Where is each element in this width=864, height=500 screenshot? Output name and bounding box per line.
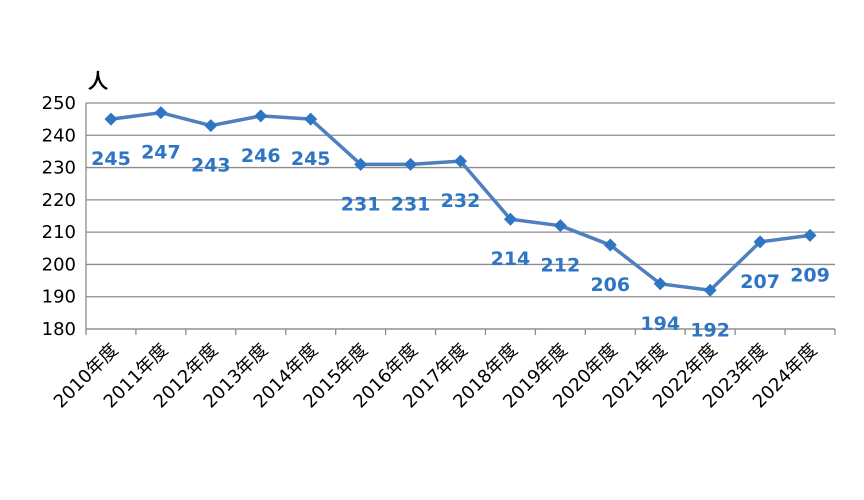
data-label: 192 (690, 319, 730, 341)
data-point-marker (354, 157, 368, 171)
data-point-marker (653, 277, 667, 291)
y-tick-label: 250 (42, 93, 76, 114)
data-point-marker (154, 106, 168, 120)
data-point-marker (104, 112, 118, 126)
data-point-marker (603, 238, 617, 252)
y-tick-labels: 180 190 200 210 220 230 240 250 (42, 93, 76, 340)
data-label: 194 (640, 313, 680, 335)
data-label: 243 (191, 155, 231, 177)
y-tick-label: 210 (42, 222, 76, 243)
data-point-marker (204, 119, 218, 133)
data-point-marker (404, 157, 418, 171)
data-point-marker (803, 228, 817, 242)
data-point-marker (304, 112, 318, 126)
data-label: 245 (291, 148, 331, 170)
data-label: 231 (391, 193, 431, 215)
data-label: 207 (740, 271, 780, 293)
data-point-marker (254, 109, 268, 123)
y-tick-label: 200 (42, 254, 76, 275)
data-label: 232 (441, 190, 481, 212)
data-label: 214 (491, 248, 531, 270)
data-label: 231 (341, 193, 381, 215)
y-tick-label: 180 (42, 319, 76, 340)
y-tick-label: 240 (42, 125, 76, 146)
x-tick-labels: 2010年度2011年度2012年度2013年度2014年度2015年度2016… (50, 340, 822, 413)
series-markers (104, 106, 817, 297)
y-tick-label: 220 (42, 190, 76, 211)
data-label: 246 (241, 145, 281, 167)
gridlines (86, 102, 835, 330)
data-label: 245 (91, 148, 131, 170)
y-tick-label: 190 (42, 287, 76, 308)
y-unit-label: 人 (88, 69, 109, 93)
data-point-marker (553, 219, 567, 233)
y-tick-label: 230 (42, 158, 76, 179)
data-point-marker (454, 154, 467, 168)
data-labels: 245 247 243 246 245 231 231 232 214 212 206 194 192 2… (91, 142, 830, 342)
data-label: 209 (790, 264, 830, 286)
data-label: 212 (541, 255, 581, 277)
data-point-marker (503, 212, 517, 226)
data-label: 206 (590, 274, 630, 296)
data-label: 247 (141, 142, 181, 164)
axes (85, 103, 836, 335)
data-point-marker (753, 235, 767, 249)
data-point-marker (703, 283, 717, 297)
